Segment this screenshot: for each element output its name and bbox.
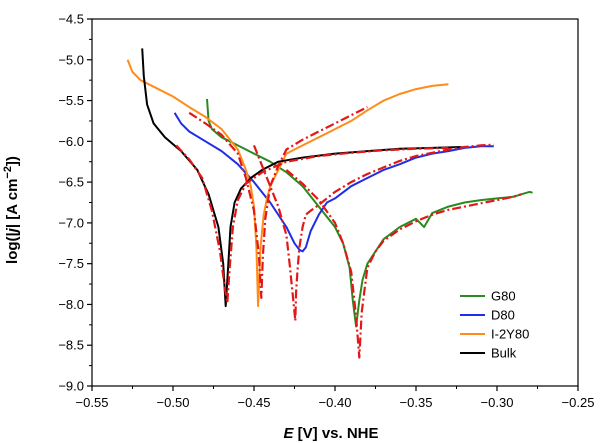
x-tick-label: −0.55 — [76, 395, 109, 410]
y-tick-label: −9.0 — [58, 379, 84, 394]
y-tick-label: −8.5 — [58, 338, 84, 353]
x-tick-label: −0.40 — [319, 395, 352, 410]
x-tick-label: −0.30 — [481, 395, 514, 410]
x-tick-label: −0.50 — [157, 395, 190, 410]
y-tick-label: −6.5 — [58, 175, 84, 190]
axes: −0.55 −0.50 −0.45 −0.40 −0.35 −0.30 −0.25 −9.0 −… — [58, 12, 594, 411]
series-line-bulk — [141, 48, 462, 308]
y-tick-label: −7.5 — [58, 256, 84, 271]
series-line-g80 — [206, 98, 533, 328]
legend-label-d80: D80 — [491, 308, 515, 323]
y-title-unit: | [A cm — [4, 179, 21, 228]
x-tick-label: −0.35 — [400, 395, 433, 410]
x-tick-label: −0.25 — [562, 395, 595, 410]
legend-label-bulk: Bulk — [491, 346, 517, 361]
y-axis-title: log(|j| [A cm−2]) — [2, 156, 21, 264]
y-tick-label: −5.5 — [58, 93, 84, 108]
legend-label-g80: G80 — [491, 289, 516, 304]
legend-label-i-2y80: I-2Y80 — [491, 327, 529, 342]
fit-line-1 — [252, 143, 494, 322]
series-line-d80 — [173, 112, 494, 253]
series-line-i-2y80 — [126, 59, 449, 308]
y-title-exponent: −2 — [2, 166, 14, 179]
x-tick-label: −0.45 — [238, 395, 271, 410]
x-axis-title: E [V] vs. NHE — [283, 425, 378, 442]
fit-line-3 — [188, 106, 368, 299]
y-tick-label: −4.5 — [58, 12, 84, 27]
fit-line-4 — [175, 144, 449, 304]
plot-area — [126, 48, 533, 359]
y-title-suffix: ]) — [4, 156, 21, 166]
series-group — [126, 48, 533, 359]
x-title-rest: [V] vs. NHE — [293, 425, 378, 442]
y-title-variable: j — [4, 227, 21, 234]
y-tick-label: −5.0 — [58, 52, 84, 67]
x-title-variable: E — [283, 425, 294, 442]
y-tick-label: −8.0 — [58, 297, 84, 312]
fit-line-2 — [285, 169, 522, 359]
y-tick-label: −7.0 — [58, 215, 84, 230]
y-title-prefix: log(| — [4, 232, 21, 264]
y-tick-label: −6.0 — [58, 134, 84, 149]
legend: G80 D80 I-2Y80 Bulk — [460, 289, 529, 361]
